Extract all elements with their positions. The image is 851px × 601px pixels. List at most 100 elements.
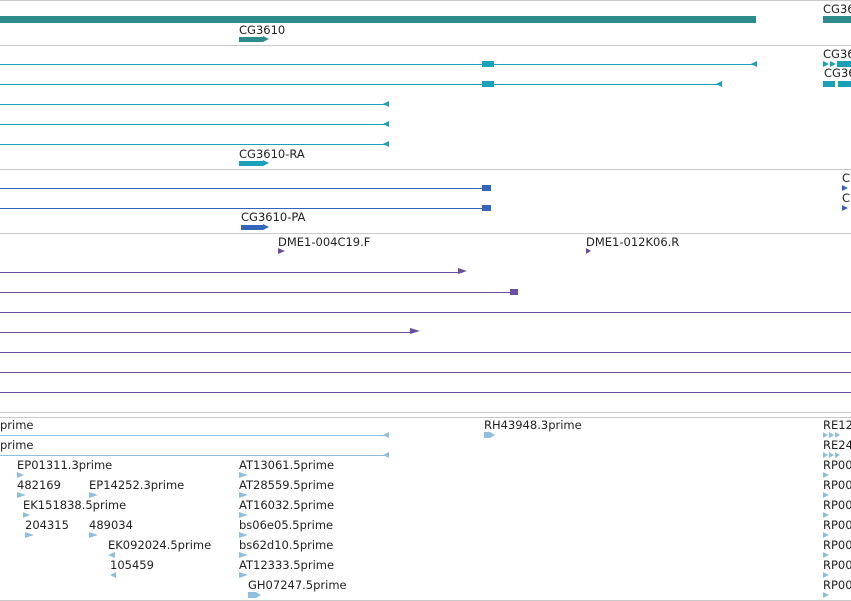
- track-separator: [0, 169, 851, 170]
- protein-block[interactable]: [482, 205, 491, 211]
- strand-arrow-icon: [823, 532, 829, 538]
- transcript-exon[interactable]: [837, 61, 851, 67]
- est-label: AT13061.5prime: [239, 458, 335, 472]
- transcript-exon[interactable]: [482, 81, 494, 87]
- bac-label: DME1-012K06.R: [586, 235, 680, 249]
- est-label: RH43948.3prime: [484, 418, 582, 432]
- est-label: prime: [0, 418, 34, 432]
- est-label: prime: [0, 438, 34, 452]
- strand-arrow-icon: [239, 572, 248, 578]
- est-label: AT16032.5prime: [239, 498, 335, 512]
- transcript-exon[interactable]: [823, 81, 835, 87]
- transcript-label: CG3610-RA: [239, 147, 305, 161]
- strand-arrow-icon: [716, 81, 722, 87]
- strand-arrow-icon: [586, 248, 591, 254]
- transcript-intron-line[interactable]: [0, 104, 389, 105]
- protein-label: CG3610-PA: [241, 210, 306, 224]
- gene-feature-glyph[interactable]: [239, 37, 263, 42]
- strand-arrow-icon: [383, 141, 389, 147]
- bac-line[interactable]: [0, 272, 462, 273]
- strand-arrow-icon: [89, 492, 98, 498]
- gene-feature-bar[interactable]: [0, 16, 756, 23]
- strand-arrow-icon: [383, 432, 389, 438]
- strand-arrow-icon: [823, 492, 829, 498]
- track-separator: [0, 0, 851, 1]
- est-label: RP00: [823, 538, 851, 552]
- est-glyph[interactable]: [248, 592, 256, 598]
- strand-arrow-icon: [239, 472, 248, 478]
- strand-arrow-icon: [278, 248, 285, 254]
- strand-arrow-icon: [410, 328, 420, 334]
- est-line[interactable]: [0, 435, 388, 436]
- est-glyph[interactable]: [484, 432, 490, 438]
- est-label: 489034: [89, 518, 133, 532]
- track-separator: [0, 417, 851, 418]
- transcript-intron-line[interactable]: [0, 84, 722, 85]
- strand-arrow-icon: [823, 432, 828, 438]
- strand-arrow-icon: [842, 185, 848, 191]
- bac-line[interactable]: [0, 332, 414, 333]
- est-label: GH07247.5prime: [248, 578, 347, 592]
- est-label: RE24: [823, 438, 851, 452]
- protein-block[interactable]: [482, 185, 491, 191]
- est-label: RP00: [823, 558, 851, 572]
- bac-block[interactable]: [510, 289, 518, 295]
- est-label: EK151838.5prime: [23, 498, 127, 512]
- est-label: RP00: [823, 458, 851, 472]
- strand-arrow-icon: [383, 101, 389, 107]
- est-label: bs62d10.5prime: [239, 538, 334, 552]
- track-separator: [0, 233, 851, 234]
- est-label: EP01311.3prime: [17, 458, 113, 472]
- strand-arrow-icon: [823, 572, 829, 578]
- transcript-glyph[interactable]: [239, 161, 263, 166]
- strand-arrow-icon: [823, 452, 828, 458]
- strand-arrow-icon: [383, 121, 389, 127]
- protein-glyph[interactable]: [241, 225, 263, 230]
- strand-arrow-icon: [23, 512, 30, 518]
- transcript-exon[interactable]: [838, 81, 851, 87]
- strand-arrow-icon: [823, 512, 829, 518]
- bac-label: DME1-004C19.F: [278, 235, 371, 249]
- strand-arrow-icon: [458, 268, 467, 274]
- transcript-intron-line[interactable]: [0, 144, 389, 145]
- gene-right-label: CG36: [823, 2, 851, 16]
- strand-arrow-icon: [829, 432, 834, 438]
- strand-arrow-icon: [823, 61, 829, 67]
- est-label: 105459: [110, 558, 154, 572]
- protein-line[interactable]: [0, 208, 487, 209]
- est-label: EK092024.5prime: [108, 538, 212, 552]
- strand-arrow-icon: [25, 532, 34, 538]
- bac-line[interactable]: [0, 312, 851, 313]
- strand-arrow-icon: [835, 452, 840, 458]
- protein-right-label: C: [842, 171, 851, 185]
- protein-line[interactable]: [0, 188, 487, 189]
- gene-feature-bar[interactable]: [823, 16, 851, 23]
- strand-arrow-icon: [829, 452, 834, 458]
- est-label: RP00: [823, 478, 851, 492]
- strand-arrow-icon: [490, 432, 495, 438]
- bac-line[interactable]: [0, 392, 851, 393]
- est-label: 204315: [25, 518, 69, 532]
- strand-arrow-icon: [263, 160, 269, 166]
- strand-arrow-icon: [17, 492, 26, 498]
- est-label: 482169: [17, 478, 61, 492]
- strand-arrow-icon: [239, 492, 248, 498]
- strand-arrow-icon: [823, 552, 829, 558]
- strand-arrow-icon: [823, 472, 829, 478]
- strand-arrow-icon: [108, 552, 115, 558]
- est-label: AT12333.5prime: [239, 558, 335, 572]
- est-label: RE12: [823, 418, 851, 432]
- est-line[interactable]: [0, 455, 388, 456]
- strand-arrow-icon: [751, 61, 757, 67]
- bac-line[interactable]: [0, 352, 851, 353]
- bac-line[interactable]: [0, 372, 851, 373]
- transcript-intron-line[interactable]: [0, 64, 756, 65]
- strand-arrow-icon: [239, 552, 248, 558]
- transcript-intron-line[interactable]: [0, 124, 389, 125]
- est-label: EP14252.3prime: [89, 478, 185, 492]
- est-label: RP00: [823, 518, 851, 532]
- transcript-exon[interactable]: [482, 61, 494, 67]
- est-label: RP00: [823, 578, 851, 592]
- protein-right-label: C: [842, 191, 851, 205]
- bac-line[interactable]: [0, 292, 512, 293]
